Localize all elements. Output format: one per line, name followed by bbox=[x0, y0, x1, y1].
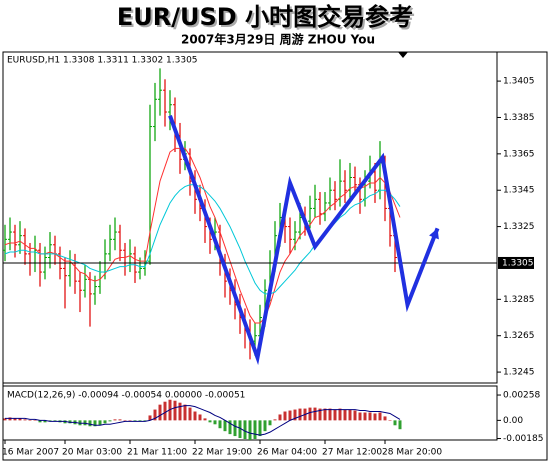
shift-marker bbox=[398, 52, 408, 58]
macd-bar bbox=[218, 420, 222, 429]
macd-bar bbox=[113, 419, 117, 421]
macd-bar bbox=[283, 411, 287, 421]
y-tick-label: 1.3405 bbox=[503, 77, 535, 87]
y-tick-label: 1.3265 bbox=[503, 331, 535, 341]
macd-bar bbox=[213, 420, 217, 425]
macd-bar bbox=[308, 407, 312, 421]
x-tick-label: 16 Mar 2007 bbox=[2, 448, 59, 458]
macd-bar bbox=[343, 409, 347, 421]
macd-bar bbox=[193, 411, 197, 421]
macd-bar bbox=[298, 408, 302, 421]
macd-bar bbox=[18, 418, 22, 421]
macd-bar bbox=[198, 414, 202, 421]
macd-bar bbox=[13, 418, 17, 421]
macd-bar bbox=[253, 420, 257, 440]
macd-bar bbox=[238, 420, 242, 439]
macd-bar bbox=[363, 412, 367, 421]
macd-bar bbox=[178, 402, 182, 421]
x-tick-label: 26 Mar 04:00 bbox=[257, 448, 317, 458]
macd-bar bbox=[118, 419, 122, 421]
macd-bar bbox=[173, 400, 177, 421]
macd-bar bbox=[128, 420, 132, 421]
title-shadow: EUR/USD 小时图交易参考 bbox=[119, 5, 415, 33]
macd-bar bbox=[378, 412, 382, 421]
macd-bar bbox=[398, 420, 402, 430]
macd-bar bbox=[93, 420, 97, 427]
current-price-label: 1.3305 bbox=[502, 258, 534, 268]
macd-bar bbox=[258, 420, 262, 437]
y-tick-label: 0.00258 bbox=[503, 391, 540, 401]
macd-bar bbox=[243, 420, 247, 440]
macd-bar bbox=[23, 419, 27, 421]
x-tick-label: 22 Mar 19:00 bbox=[192, 448, 252, 458]
y-tick-label: 0.00 bbox=[503, 416, 523, 426]
macd-bar bbox=[153, 409, 157, 421]
macd-bar bbox=[288, 410, 292, 421]
macd-bar bbox=[233, 420, 237, 437]
y-tick-label: -0.00185 bbox=[503, 434, 543, 444]
macd-bar bbox=[328, 408, 332, 421]
y-tick-label: 1.3285 bbox=[503, 295, 535, 305]
macd-bar bbox=[163, 401, 167, 421]
x-tick-label: 20 Mar 03:00 bbox=[62, 448, 122, 458]
y-tick-label: 1.3245 bbox=[503, 368, 535, 378]
x-tick-label: 28 Mar 20:00 bbox=[382, 448, 442, 458]
macd-bar bbox=[123, 420, 127, 421]
macd-bar bbox=[383, 416, 387, 421]
macd-bar bbox=[353, 410, 357, 421]
macd-bar bbox=[358, 412, 362, 421]
current-price-box bbox=[498, 256, 534, 269]
macd-bar bbox=[388, 420, 392, 421]
macd-bar bbox=[333, 409, 337, 421]
macd-bar bbox=[293, 409, 297, 421]
moving-average bbox=[4, 147, 401, 324]
macd-bar bbox=[108, 420, 112, 422]
macd-bar bbox=[103, 420, 107, 424]
macd-bar bbox=[263, 420, 267, 432]
macd-bar bbox=[98, 420, 102, 426]
macd-bar bbox=[338, 408, 342, 421]
macd-bar bbox=[28, 420, 32, 421]
x-tick-label: 21 Mar 11:00 bbox=[127, 448, 187, 458]
macd-bar bbox=[203, 418, 207, 421]
macd-bar bbox=[368, 412, 372, 421]
y-tick-label: 1.3345 bbox=[503, 186, 535, 196]
macd-bar bbox=[273, 419, 277, 421]
macd-bar bbox=[188, 407, 192, 421]
macd-bar bbox=[33, 420, 37, 421]
macd-bar bbox=[318, 408, 322, 421]
macd-bar bbox=[323, 408, 327, 421]
macd-bar bbox=[228, 420, 232, 435]
macd-bar bbox=[268, 420, 272, 426]
macd-bar bbox=[278, 414, 282, 421]
x-tick-label: 27 Mar 12:00 bbox=[322, 448, 382, 458]
macd-bar bbox=[88, 420, 92, 427]
arrowhead bbox=[429, 228, 439, 240]
macd-bar bbox=[373, 413, 377, 421]
macd-signal bbox=[5, 405, 401, 436]
y-tick-label: 1.3365 bbox=[503, 149, 535, 159]
macd-bar bbox=[223, 420, 227, 432]
trend-annotation bbox=[168, 114, 440, 366]
info-label: EURUSD,H1 1.3308 1.3311 1.3302 1.3305 bbox=[7, 56, 198, 66]
macd-bar bbox=[3, 418, 7, 421]
macd-bar bbox=[43, 420, 47, 423]
macd-bar bbox=[208, 420, 212, 423]
macd-bar bbox=[313, 407, 317, 421]
macd-bar bbox=[158, 404, 162, 421]
macd-bar bbox=[38, 420, 42, 423]
chart-subtitle: 2007年3月29日 周游 ZHOU You bbox=[181, 32, 375, 47]
y-tick-label: 1.3325 bbox=[503, 222, 535, 232]
macd-label: MACD(12,26,9) -0.00094 -0.00054 0.00000 … bbox=[7, 391, 245, 401]
macd-bar bbox=[248, 420, 252, 440]
macd-bar bbox=[148, 415, 152, 421]
y-tick-label: 1.3385 bbox=[503, 113, 535, 123]
macd-bar bbox=[393, 420, 397, 426]
price-panel bbox=[2, 51, 498, 384]
macd-bar bbox=[348, 409, 352, 421]
macd-bar bbox=[183, 404, 187, 421]
chart-title: EUR/USD 小时图交易参考 bbox=[117, 3, 413, 31]
